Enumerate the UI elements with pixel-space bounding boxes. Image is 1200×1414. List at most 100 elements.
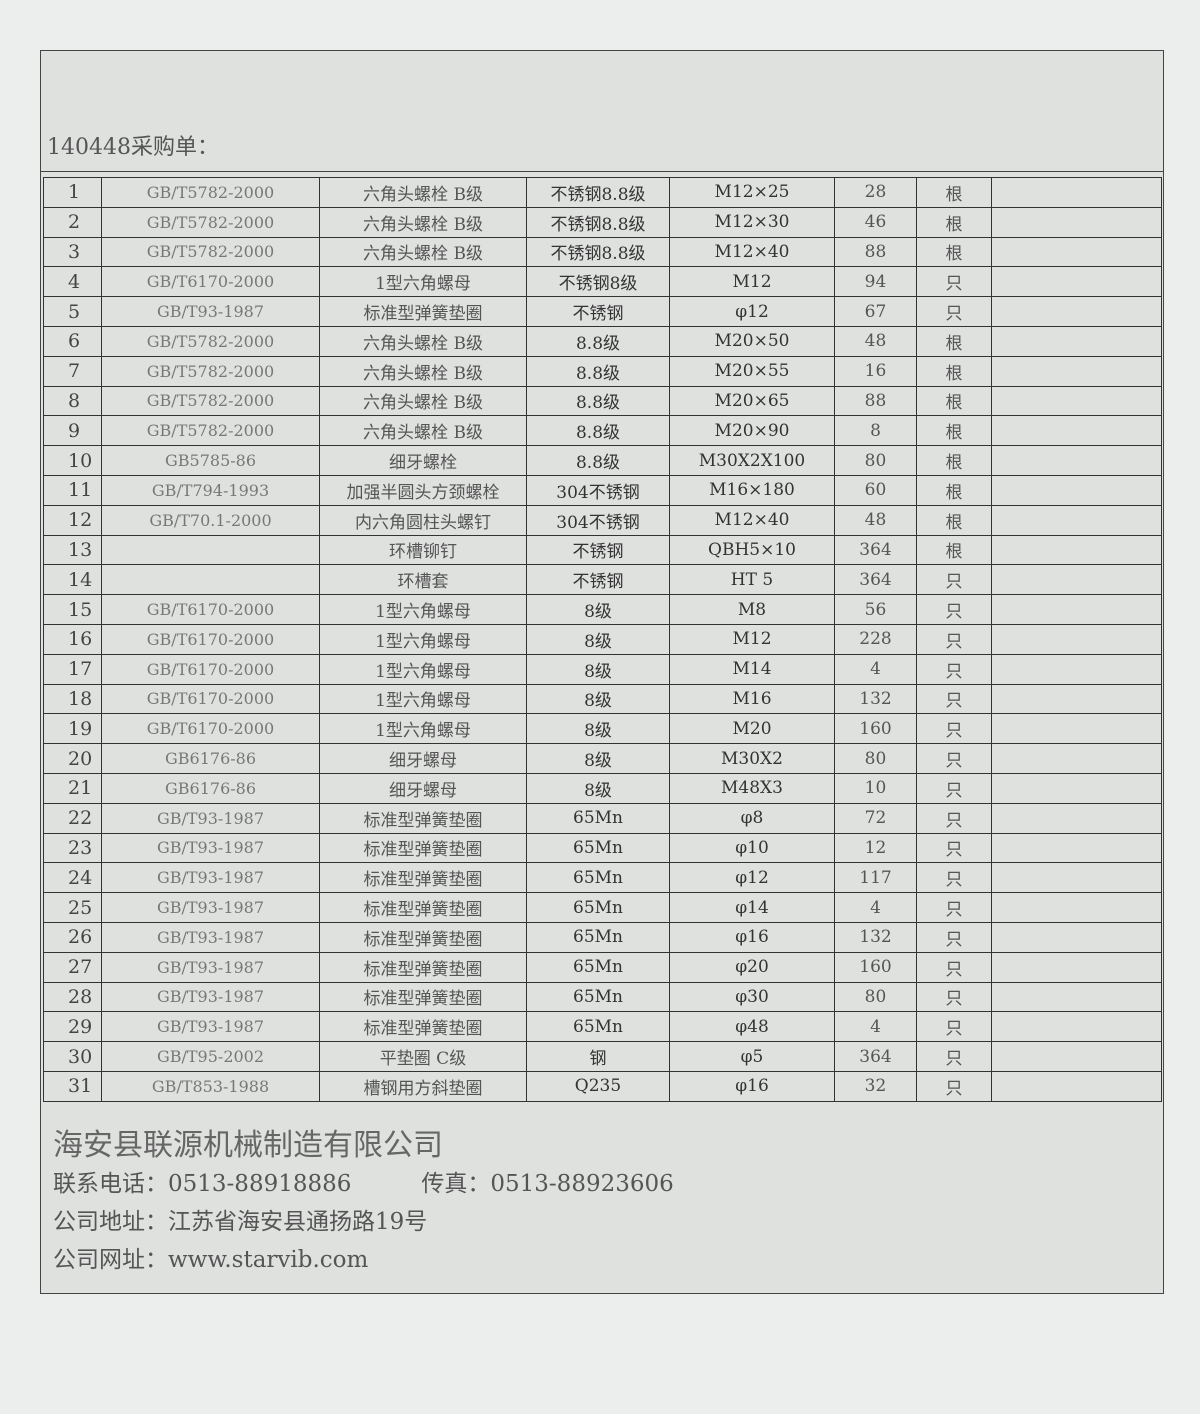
standard: GB/T5782-2000 [101, 206, 320, 238]
standard: GB6176-86 [101, 772, 320, 804]
item-name: 六角头螺栓 B级 [319, 355, 527, 387]
specification: φ48 [669, 1011, 835, 1043]
specification: M20 [669, 713, 835, 745]
unit: 只 [916, 1041, 992, 1072]
empty-cell [991, 594, 1162, 625]
unit: 只 [916, 564, 992, 596]
item-number: 2 [43, 206, 102, 238]
table-row: 26 GB/T93-1987 标准型弹簧垫圈 65Mn φ16 132 只 [43, 921, 1162, 953]
item-name: 标准型弹簧垫圈 [319, 892, 527, 923]
item-name: 六角头螺栓 B级 [319, 236, 527, 268]
table-row: 10 GB5785-86 细牙螺栓 8.8级 M30X2X100 80 根 [43, 445, 1162, 476]
unit: 只 [916, 981, 992, 1013]
specification: M12×25 [669, 177, 835, 208]
table-row: 6 GB/T5782-2000 六角头螺栓 B级 8.8级 M20×50 48 根 [43, 325, 1162, 357]
unit: 根 [916, 325, 992, 357]
specification: φ14 [669, 892, 835, 923]
material: 8级 [526, 743, 670, 774]
material: 不锈钢8级 [526, 266, 670, 298]
quantity: 4 [834, 1011, 917, 1043]
quantity: 80 [834, 445, 917, 476]
item-name: 1型六角螺母 [319, 713, 527, 745]
item-number: 12 [43, 504, 102, 536]
empty-cell [991, 564, 1162, 596]
item-number: 26 [43, 921, 102, 953]
standard: GB/T6170-2000 [101, 683, 320, 715]
specification: QBH5×10 [669, 534, 835, 566]
material: 8.8级 [526, 325, 670, 357]
material: Q235 [526, 1070, 670, 1102]
empty-cell [991, 385, 1162, 417]
table-row: 8 GB/T5782-2000 六角头螺栓 B级 8.8级 M20×65 88 根 [43, 385, 1162, 417]
item-number: 8 [43, 385, 102, 417]
empty-cell [991, 325, 1162, 357]
empty-cell [991, 177, 1162, 208]
order-title: 140448采购单： [47, 135, 219, 160]
item-name: 标准型弹簧垫圈 [319, 802, 527, 834]
standard: GB/T93-1987 [101, 1011, 320, 1043]
empty-cell [991, 981, 1162, 1013]
item-number: 21 [43, 772, 102, 804]
specification: M16×180 [669, 474, 835, 506]
unit: 根 [916, 236, 992, 268]
quantity: 80 [834, 743, 917, 774]
item-number: 9 [43, 415, 102, 447]
phone: 联系电话：0513-88918886 [53, 1171, 352, 1197]
quantity: 88 [834, 236, 917, 268]
empty-cell [991, 1041, 1162, 1072]
quantity: 228 [834, 623, 917, 655]
unit: 根 [916, 177, 992, 208]
unit: 根 [916, 355, 992, 387]
empty-cell [991, 892, 1162, 923]
specification: M30X2X100 [669, 445, 835, 476]
material: 65Mn [526, 951, 670, 983]
item-number: 24 [43, 862, 102, 894]
unit: 只 [916, 1070, 992, 1102]
table-row: 12 GB/T70.1-2000 内六角圆柱头螺钉 304不锈钢 M12×40 48 根 [43, 504, 1162, 536]
quantity: 46 [834, 206, 917, 238]
material: 304不锈钢 [526, 504, 670, 536]
item-number: 29 [43, 1011, 102, 1043]
material: 不锈钢8.8级 [526, 177, 670, 208]
item-name: 1型六角螺母 [319, 683, 527, 715]
item-name: 加强半圆头方颈螺栓 [319, 474, 527, 506]
unit: 根 [916, 385, 992, 417]
material: 不锈钢8.8级 [526, 206, 670, 238]
item-name: 标准型弹簧垫圈 [319, 296, 527, 327]
item-number: 25 [43, 892, 102, 923]
item-name: 平垫圈 C级 [319, 1041, 527, 1072]
standard: GB/T95-2002 [101, 1041, 320, 1072]
quantity: 28 [834, 177, 917, 208]
empty-cell [991, 832, 1162, 864]
order-table: 1 GB/T5782-2000 六角头螺栓 B级 不锈钢8.8级 M12×25 28 根 2 G… [43, 177, 1162, 1102]
unit: 只 [916, 951, 992, 983]
specification: M12 [669, 623, 835, 655]
quantity: 160 [834, 951, 917, 983]
item-number: 1 [43, 177, 102, 208]
unit: 只 [916, 832, 992, 864]
table-row: 17 GB/T6170-2000 1型六角螺母 8级 M14 4 只 [43, 653, 1162, 685]
unit: 只 [916, 296, 992, 327]
standard: GB/T5782-2000 [101, 325, 320, 357]
unit: 根 [916, 206, 992, 238]
item-number: 20 [43, 743, 102, 774]
quantity: 12 [834, 832, 917, 864]
unit: 只 [916, 921, 992, 953]
website: 公司网址：www.starvib.com [53, 1247, 369, 1273]
material: 65Mn [526, 981, 670, 1013]
empty-cell [991, 713, 1162, 745]
unit: 只 [916, 862, 992, 894]
item-name: 六角头螺栓 B级 [319, 177, 527, 208]
specification: M20×90 [669, 415, 835, 447]
empty-cell [991, 683, 1162, 715]
empty-cell [991, 236, 1162, 268]
table-row: 5 GB/T93-1987 标准型弹簧垫圈 不锈钢 φ12 67 只 [43, 296, 1162, 327]
table-row: 23 GB/T93-1987 标准型弹簧垫圈 65Mn φ10 12 只 [43, 832, 1162, 864]
table-row: 11 GB/T794-1993 加强半圆头方颈螺栓 304不锈钢 M16×180 60 根 [43, 474, 1162, 506]
quantity: 32 [834, 1070, 917, 1102]
unit: 只 [916, 892, 992, 923]
item-name: 环槽套 [319, 564, 527, 596]
item-number: 17 [43, 653, 102, 685]
item-name: 内六角圆柱头螺钉 [319, 504, 527, 536]
item-name: 标准型弹簧垫圈 [319, 951, 527, 983]
